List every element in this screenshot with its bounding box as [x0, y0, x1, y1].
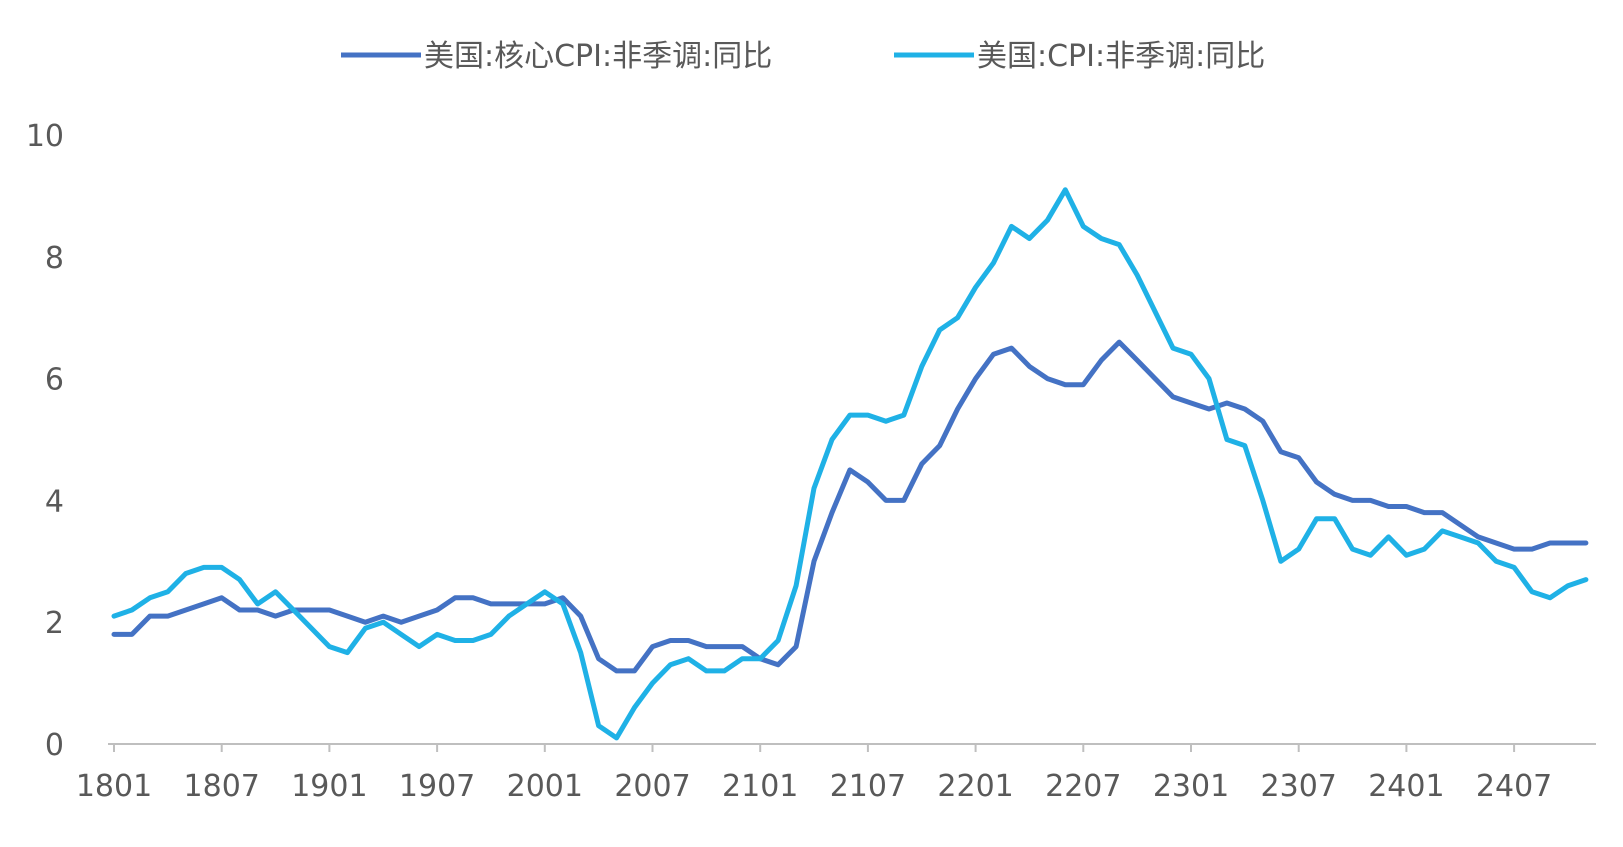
- x-axis: 1801 1807 1901 1907 2001 2007 2101 2107 2201 2207…: [76, 743, 1596, 804]
- x-tick-label: 2301: [1153, 769, 1229, 804]
- series-layer: [111, 187, 1589, 741]
- y-axis-ticks: 0 2 4 6 8 10: [26, 119, 64, 763]
- y-tick-label: 10: [26, 119, 64, 154]
- x-tick-label: 1901: [291, 769, 367, 804]
- x-tick-label: 2001: [507, 769, 583, 804]
- x-tick-label: 2201: [937, 769, 1013, 804]
- x-tick-label: 1807: [184, 769, 260, 804]
- x-tick-label: 2101: [722, 769, 798, 804]
- x-tick-label: 2401: [1368, 769, 1444, 804]
- x-tick-label: 2307: [1261, 769, 1337, 804]
- series-line-cpi: [111, 187, 1589, 741]
- x-tick-label: 2407: [1476, 769, 1552, 804]
- y-tick-label: 0: [45, 728, 64, 763]
- y-tick-label: 2: [45, 606, 64, 641]
- legend: 美国:核心CPI:非季调:同比 美国:CPI:非季调:同比: [341, 39, 1265, 74]
- y-tick-label: 4: [45, 484, 64, 519]
- series-line-core-cpi: [111, 339, 1589, 674]
- y-tick-label: 8: [45, 241, 64, 276]
- x-tick-label: 2207: [1045, 769, 1121, 804]
- y-tick-label: 6: [45, 363, 64, 398]
- legend-label-cpi: 美国:CPI:非季调:同比: [977, 39, 1265, 74]
- x-tick-label: 1907: [399, 769, 475, 804]
- x-tick-label: 1801: [76, 769, 152, 804]
- x-tick-label: 2007: [614, 769, 690, 804]
- x-tick-label: 2107: [830, 769, 906, 804]
- legend-label-core-cpi: 美国:核心CPI:非季调:同比: [424, 39, 772, 74]
